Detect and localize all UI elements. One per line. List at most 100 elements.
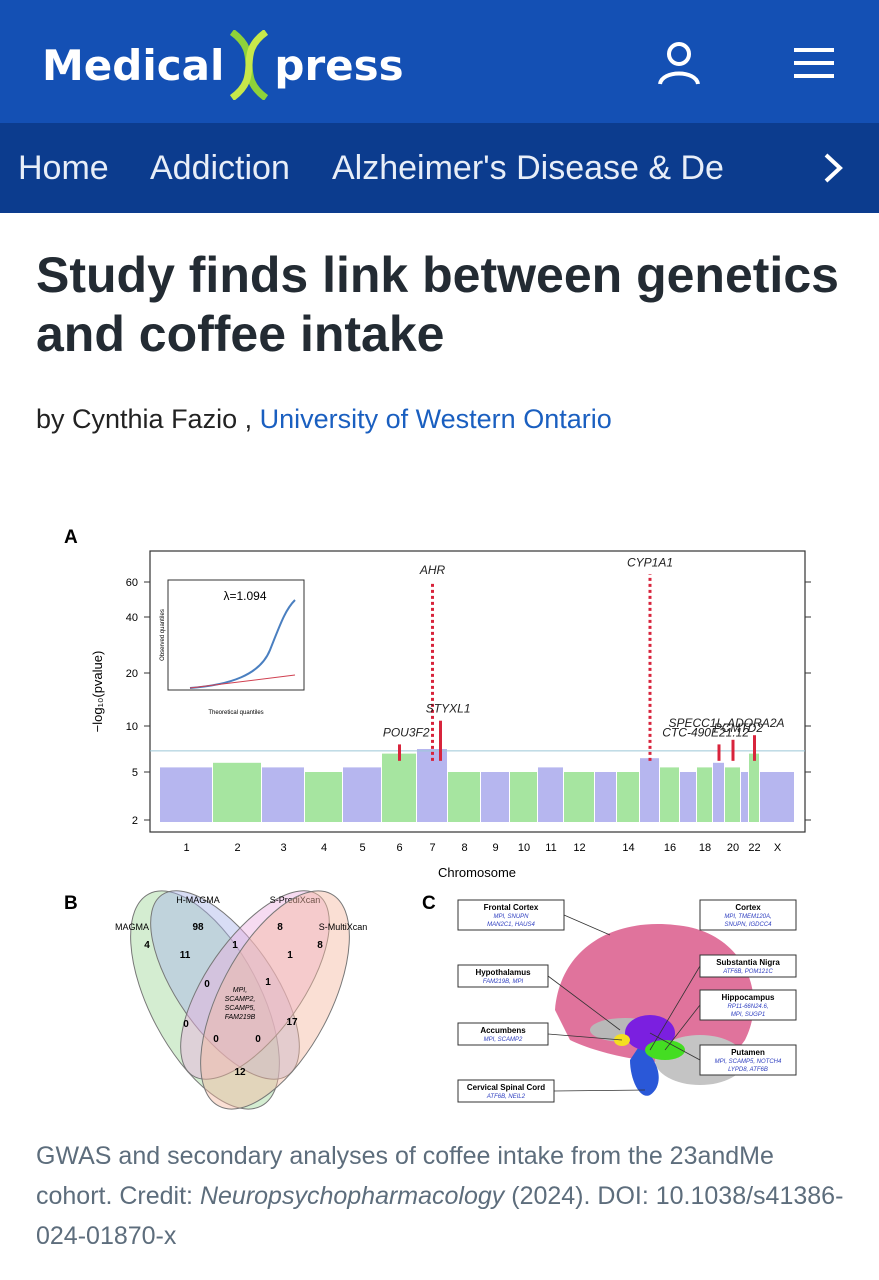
x-axis-label: Chromosome [438,865,516,880]
caption-journal: Neuropsychopharmacology [199,1182,505,1210]
caption: GWAS and secondary analyses of coffee in… [36,1136,846,1256]
x-tick-label: 14 [622,842,634,854]
venn-genes: MPI, [233,987,247,994]
region-box [457,899,565,931]
brainstem [630,1045,659,1096]
region-name: Substantia Nigra [716,958,780,967]
region-genes: ATF6B, NEIL2 [486,1094,526,1100]
venn-set [180,890,330,1080]
x-tick-label: 4 [321,842,327,854]
venn-count: 0 [183,1019,189,1030]
venn-set-label: S-MultiXcan [319,922,368,932]
x-tick-label: 2 [234,842,240,854]
region-genes: MPI, SUGP1 [731,1012,765,1018]
panel-label: C [422,893,436,914]
logo-text: press [274,40,404,90]
x-tick-label: 1 [183,842,189,854]
logo[interactable]: Medical press [42,30,404,100]
gene-label: CTC-490E21.12 [662,725,749,739]
chromosome-signal [697,767,712,822]
region-name: Cervical Spinal Cord [467,1083,545,1092]
venn-set [130,890,280,1110]
gene-label: SPECC1L-ADORA2A [668,716,784,730]
chromosome-signal [760,772,794,822]
nav-next[interactable] [818,151,848,185]
chromosome-signal [741,772,748,822]
region-genes: SNUPN, IGDCC4 [724,922,772,928]
x-tick-label: 3 [280,842,286,854]
header: Medical press [0,0,879,123]
region-box [699,899,797,931]
venn-count: 1 [287,950,293,961]
x-tick-label: 18 [699,842,711,854]
region-box [699,954,797,978]
user-icon[interactable] [656,40,702,86]
y-tick-label: 60 [126,577,138,589]
venn-count: 0 [255,1034,261,1045]
venn-set-label: MAGMA [115,922,149,932]
menu-icon[interactable] [792,46,836,80]
x-tick-label: X [774,842,782,854]
panel-label: B [64,893,78,914]
venn-count: 1 [265,977,271,988]
venn-set-label: S-PrediXcan [270,895,321,905]
x-tick-label: 5 [359,842,365,854]
chromosome-signal [481,772,509,822]
chromosome-signal [749,753,759,822]
chromosome-signal [617,772,639,822]
chromosome-signal [680,772,696,822]
article-title: Study finds link between genetics and co… [36,247,839,362]
author: by Cynthia Fazio , [36,404,253,434]
region-genes: MPI, SNUPN [493,914,529,920]
affiliation-link[interactable]: University of Western Ontario [259,404,612,434]
x-tick-label: 12 [573,842,585,854]
leader-line [664,1004,701,1051]
venn-count: 8 [277,922,283,933]
region-genes: MPI, SCAMP2 [484,1037,523,1043]
y-tick-label: 5 [132,767,138,779]
x-tick-label: 9 [492,842,498,854]
chromosome-signal [305,772,342,822]
inset-y-label: Observed quantiles [160,609,166,661]
venn-genes: SCAMP5, [225,1005,256,1012]
chromosome-signal [448,772,480,822]
leader-line [649,1032,701,1061]
y-tick-label: 2 [132,815,138,827]
plot-frame [149,550,806,833]
chromosome-signal [640,758,659,822]
chromosome-signal [160,767,212,822]
venn-count: 8 [317,940,323,951]
chromosome-signal [660,767,679,822]
leader-line [563,914,611,936]
venn-count: 1 [232,940,238,951]
nav-link[interactable]: Home [18,149,109,187]
y-tick-label: 40 [126,612,138,624]
x-tick-label: 11 [545,842,556,854]
logo-text: Medical [42,40,225,90]
region-genes: LYPD8, ATF6B [728,1067,768,1073]
x-tick-label: 8 [461,842,467,854]
venn-count: 4 [144,940,150,951]
chromosome-signal [382,753,416,822]
x-tick-label: 10 [518,842,530,854]
nav-link[interactable]: Addiction [150,149,290,187]
gene-label: CYP1A1 [627,555,673,569]
chromosome-signal [595,772,616,822]
nav-bar: Home Addiction Alzheimer's Disease & De [0,123,879,213]
caption-text: (2024). DOI: 10.1038/s41386-024-01870-x [36,1182,844,1250]
logo-icon [230,30,269,100]
venn-set [150,890,300,1080]
nav-link[interactable]: Alzheimer's Disease & De [332,149,724,187]
region-name: Frontal Cortex [484,903,539,912]
y-tick-label: 20 [126,668,138,680]
venn-count: 98 [192,922,204,933]
leader-line [649,965,701,1051]
chromosome-signal [262,767,304,822]
region-box [699,989,797,1021]
region-genes: ATF6B, POM121C [722,969,773,975]
panel-label: A [64,527,78,548]
region-box [457,964,549,988]
region-genes: FAM219B, MPI [483,979,524,985]
